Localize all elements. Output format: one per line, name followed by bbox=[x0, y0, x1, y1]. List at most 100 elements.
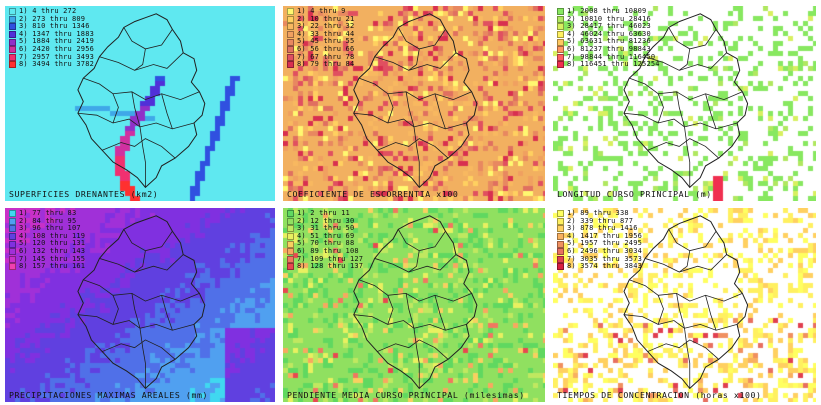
basin-outline bbox=[553, 208, 816, 402]
legend-label: 6) 89 thru 108 bbox=[297, 246, 359, 255]
sub-basin-boundary bbox=[414, 123, 466, 129]
sub-basin-boundary bbox=[398, 229, 445, 250]
legend-item: 3) 96 thru 107 bbox=[9, 225, 85, 233]
legend-swatch bbox=[557, 46, 564, 54]
legend-label: 4) 51 thru 69 bbox=[297, 231, 355, 240]
sub-basin-boundary bbox=[377, 340, 448, 359]
legend-item: 7) 2957 thru 3493 bbox=[9, 53, 94, 62]
sub-basin-boundary bbox=[135, 49, 146, 70]
legend-item: 4) 46024 thru 63630 bbox=[557, 30, 660, 39]
legend-label: 5) 63631 thru 81236 bbox=[567, 37, 651, 46]
map-title: PENDIENTE MEDIA CURSO PRINCIPAL (milesim… bbox=[287, 390, 525, 400]
legend-item: 8) 116451 thru 125254 bbox=[557, 61, 660, 69]
legend-item: 1) 2 thru 11 bbox=[287, 209, 363, 218]
legend-item: 8) 3494 thru 3782 bbox=[9, 61, 94, 69]
legend-swatch bbox=[557, 8, 564, 16]
legend-item: 2) 339 thru 877 bbox=[557, 216, 642, 226]
raster-map bbox=[5, 6, 275, 201]
map-title: TIEMPOS DE CONCENTRACION (horas x100) bbox=[557, 390, 762, 400]
legend-item: 5) 1957 thru 2495 bbox=[557, 240, 642, 248]
sub-basin-boundary bbox=[624, 315, 684, 329]
legend-label: 6) 56 thru 66 bbox=[297, 44, 355, 53]
legend-swatch bbox=[9, 217, 16, 225]
sub-basin-boundary bbox=[113, 94, 118, 123]
legend-swatch bbox=[287, 23, 294, 31]
legend-swatch bbox=[557, 15, 564, 23]
sub-basin-boundary bbox=[706, 94, 717, 129]
sub-basin-boundary bbox=[685, 324, 738, 330]
legend-item: 6) 89 thru 108 bbox=[287, 246, 363, 256]
sub-basin-boundary bbox=[132, 92, 145, 188]
legend-item: 1) 4 thru 272 bbox=[9, 7, 94, 16]
legend-swatch bbox=[9, 225, 16, 233]
legend-swatch bbox=[9, 38, 16, 46]
legend-label: 1) 4 thru 272 bbox=[19, 7, 77, 15]
sub-basin-boundary bbox=[435, 94, 445, 129]
sub-basin-boundary bbox=[624, 216, 748, 389]
map-legend: 1) 4 thru 272 2) 273 thru 809 3) 810 thru … bbox=[9, 7, 94, 69]
sub-basin-boundary bbox=[398, 27, 445, 48]
sub-basin-boundary bbox=[354, 14, 477, 188]
legend-swatch bbox=[557, 23, 564, 31]
sub-basin-boundary bbox=[124, 229, 173, 250]
legend-swatch bbox=[9, 240, 16, 248]
legend-swatch bbox=[287, 255, 294, 263]
sub-basin-boundary bbox=[83, 280, 199, 301]
sub-basin-boundary bbox=[140, 324, 194, 330]
legend-label: 5) 120 thru 131 bbox=[19, 239, 86, 248]
sub-basin-boundary bbox=[629, 280, 742, 301]
legend-swatch bbox=[287, 210, 294, 218]
legend-item: 7) 145 thru 155 bbox=[9, 255, 85, 264]
sub-basin-boundary bbox=[658, 295, 663, 324]
basin-outline bbox=[5, 6, 275, 201]
legend-item: 4) 108 thru 119 bbox=[9, 232, 85, 241]
legend-swatch bbox=[9, 233, 16, 241]
basin-outline bbox=[283, 6, 545, 201]
legend-swatch bbox=[287, 38, 294, 46]
legend-swatch bbox=[557, 31, 564, 39]
legend-label: 3) 22 thru 32 bbox=[297, 22, 355, 31]
sub-basin-boundary bbox=[648, 139, 719, 158]
sub-basin-boundary bbox=[83, 78, 199, 99]
legend-label: 7) 67 thru 78 bbox=[297, 52, 355, 61]
legend-label: 8) 79 thru 84 bbox=[297, 60, 355, 69]
legend-item: 4) 1347 thru 1883 bbox=[9, 30, 94, 39]
legend-label: 2) 273 thru 809 bbox=[19, 14, 86, 23]
sub-basin-boundary bbox=[669, 27, 716, 48]
legend-item: 1) 77 thru 83 bbox=[9, 209, 85, 218]
sub-basin-boundary bbox=[78, 14, 205, 188]
sub-basin-boundary bbox=[162, 94, 173, 129]
legend-item: 6) 81237 thru 98843 bbox=[557, 45, 660, 54]
legend-item: 1) 4 thru 9 bbox=[287, 7, 354, 16]
legend-item: 3) 810 thru 1346 bbox=[9, 23, 94, 31]
legend-swatch bbox=[9, 263, 16, 271]
sub-basin-boundary bbox=[359, 280, 472, 301]
sub-basin-boundary bbox=[375, 255, 456, 272]
legend-label: 3) 96 thru 107 bbox=[19, 224, 81, 233]
sub-basin-boundary bbox=[669, 229, 716, 250]
raster-map bbox=[5, 208, 275, 402]
legend-swatch bbox=[9, 46, 16, 54]
sub-basin-boundary bbox=[648, 340, 719, 359]
sub-basin-boundary bbox=[624, 113, 684, 127]
legend-label: 2) 10 thru 21 bbox=[297, 14, 355, 23]
legend-swatch bbox=[9, 8, 16, 16]
sub-basin-boundary bbox=[135, 251, 146, 272]
legend-label: 2) 84 thru 95 bbox=[19, 216, 77, 225]
sub-basin-boundary bbox=[100, 53, 184, 71]
legend-item: 8) 3574 thru 3843 bbox=[557, 263, 642, 271]
legend-swatch bbox=[557, 61, 564, 69]
legend-item: 2) 273 thru 809 bbox=[9, 14, 94, 24]
legend-item: 5) 70 thru 88 bbox=[287, 240, 363, 248]
legend-label: 5) 70 thru 88 bbox=[297, 239, 355, 248]
legend-swatch bbox=[9, 15, 16, 23]
legend-label: 7) 3035 thru 3573 bbox=[567, 254, 643, 263]
legend-swatch bbox=[287, 46, 294, 54]
sub-basin-boundary bbox=[679, 251, 690, 272]
legend-swatch bbox=[557, 248, 564, 256]
legend-item: 2) 84 thru 95 bbox=[9, 216, 85, 226]
sub-basin-boundary bbox=[140, 123, 194, 129]
legend-label: 2) 339 thru 877 bbox=[567, 216, 634, 225]
legend-label: 1) 2008 thru 10809 bbox=[567, 7, 647, 15]
legend-swatch bbox=[557, 53, 564, 61]
